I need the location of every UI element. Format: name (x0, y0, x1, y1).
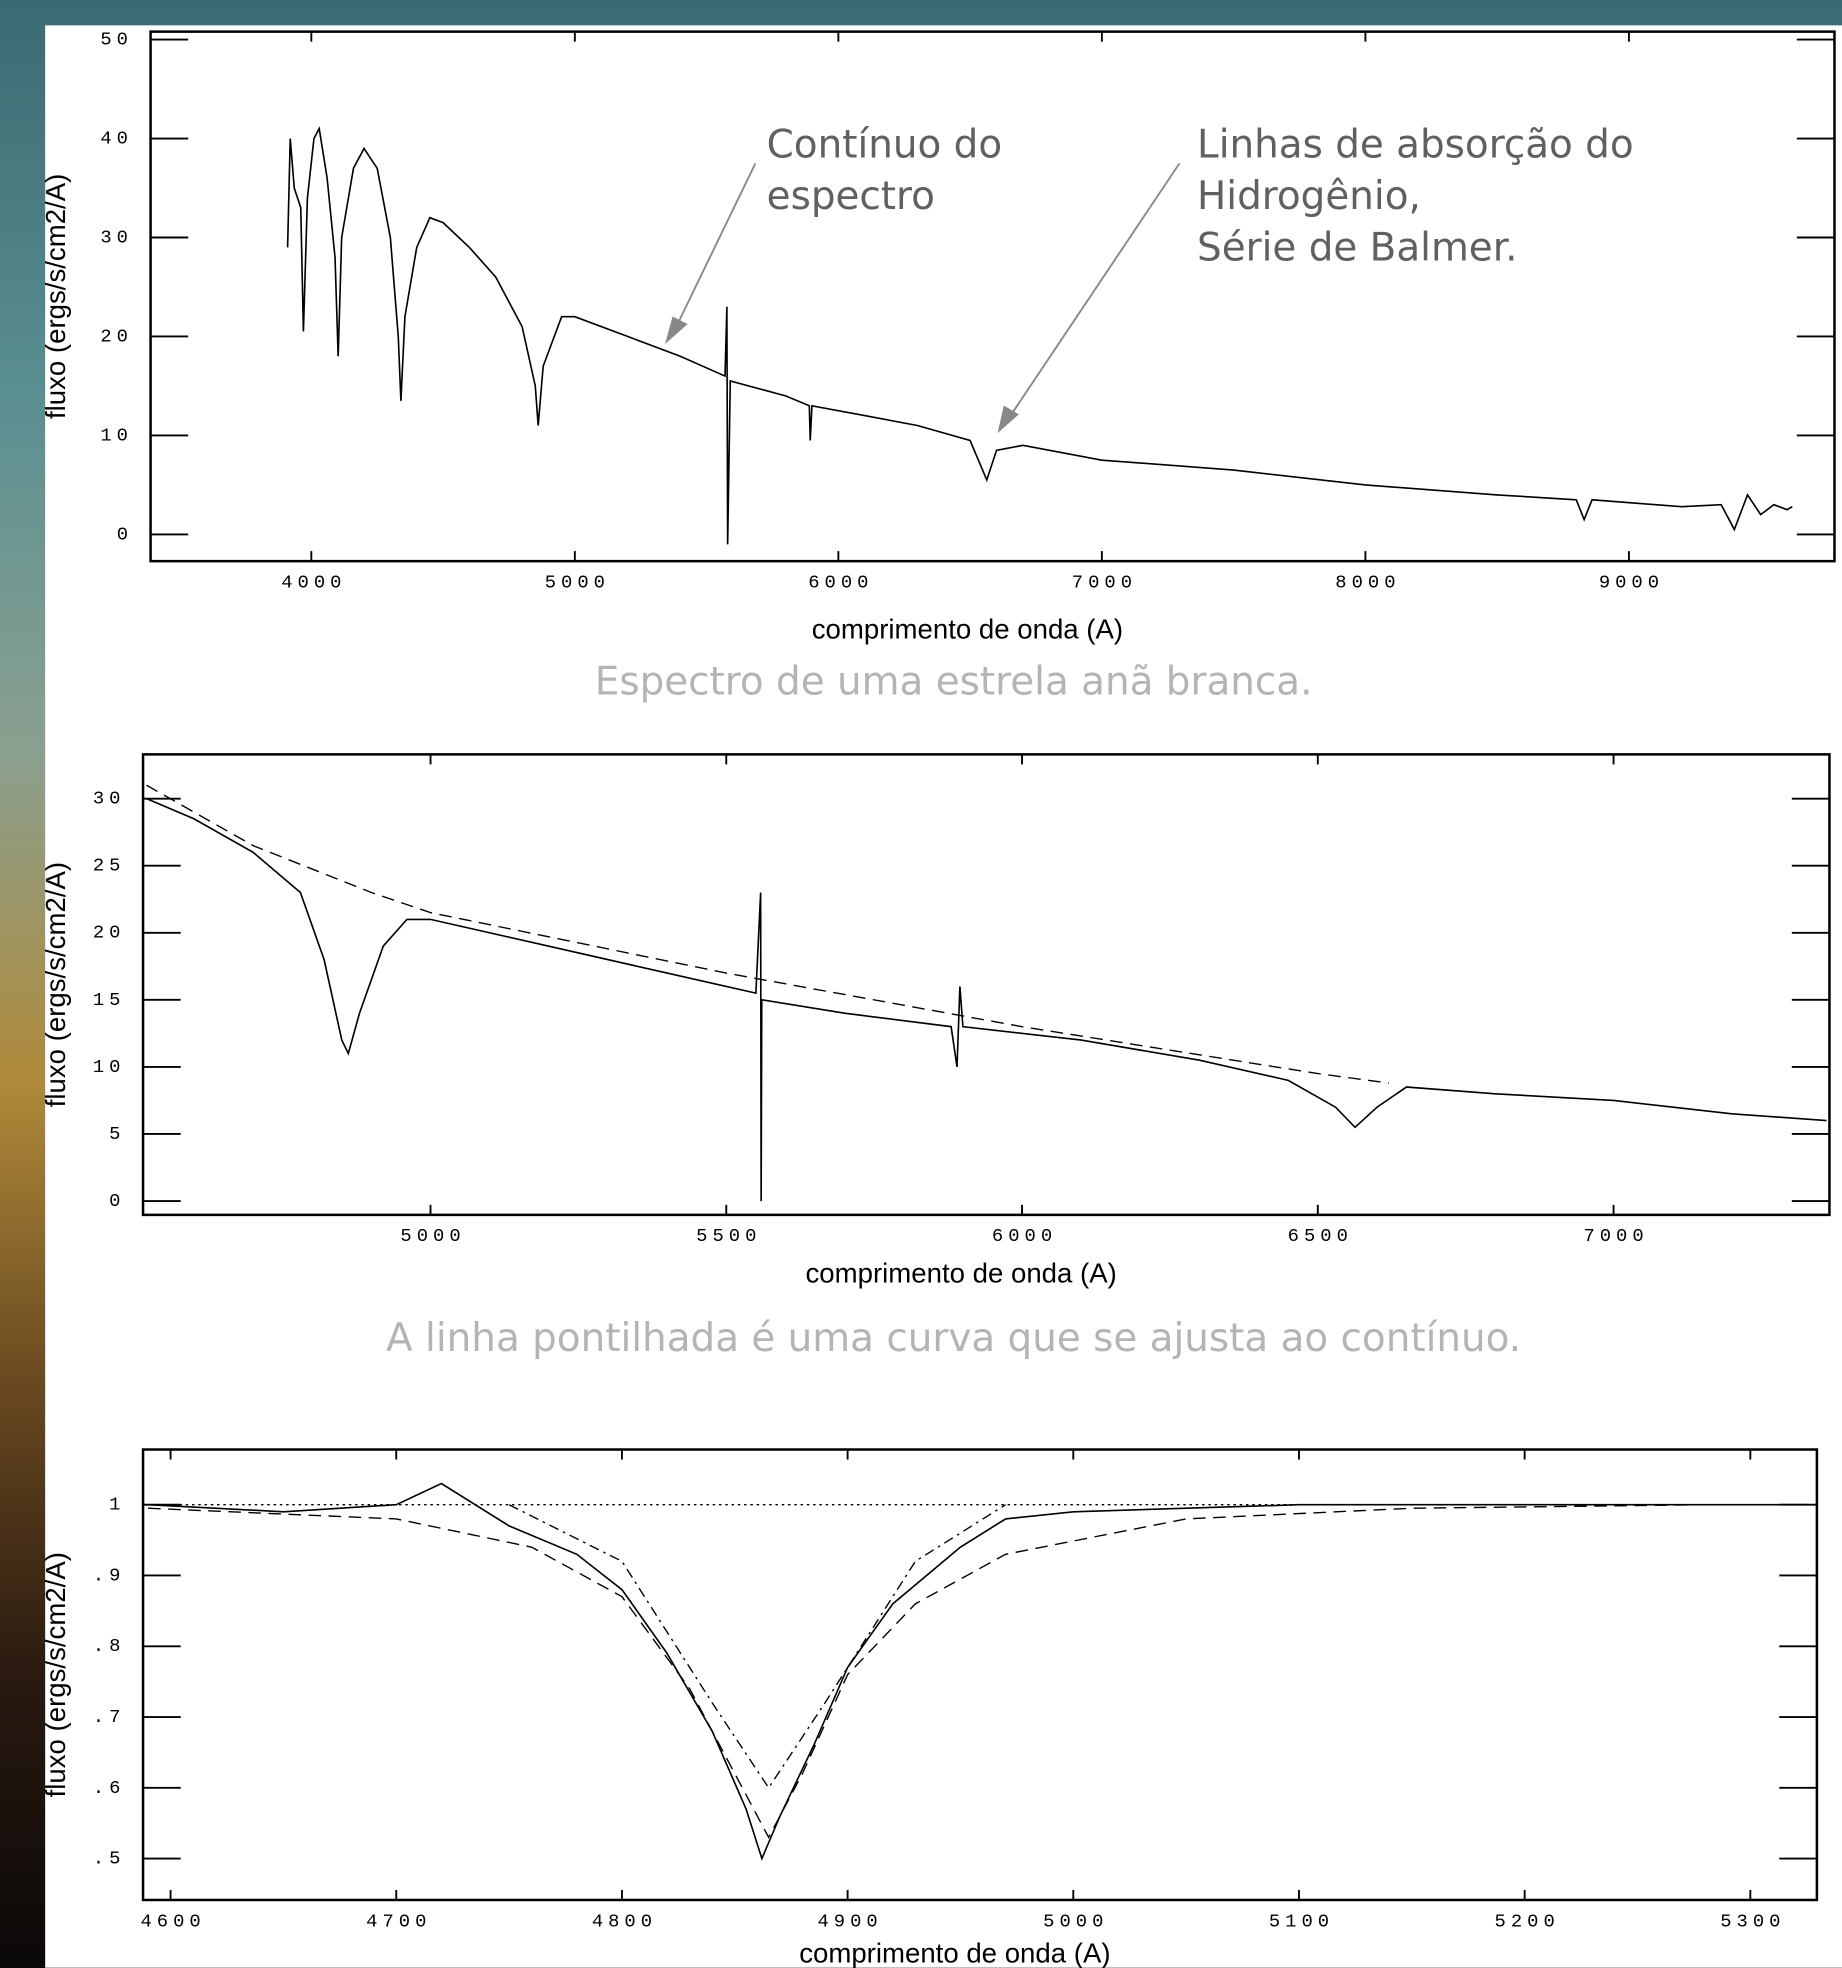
panel (45, 25, 1842, 1968)
y-tick-label: .5 (93, 1848, 126, 1870)
y-tick-label: 30 (100, 226, 133, 248)
spectrum-line (146, 784, 1389, 1084)
y-tick-label: 10 (93, 1056, 126, 1078)
y-axis-label: fluxo (ergs/s/cm2/A) (40, 174, 71, 419)
y-tick-label: 30 (93, 788, 126, 810)
x-tick-label: 9000 (1599, 571, 1664, 593)
x-tick-label: 5300 (1720, 1910, 1785, 1932)
x-axis-label: comprimento de onda (A) (812, 614, 1123, 645)
x-tick-label: 5000 (1043, 1910, 1108, 1932)
plot-frame (149, 30, 1836, 563)
y-tick-label: 50 (100, 29, 133, 51)
spectrum-line (148, 1504, 1706, 1839)
arrow-head (997, 405, 1019, 434)
y-tick-label: .7 (93, 1706, 126, 1728)
spectrum-line (146, 797, 1827, 1202)
x-tick-label: 4000 (281, 571, 346, 593)
caption: Espectro de uma estrela anã branca. (595, 660, 1313, 705)
y-tick-label: 0 (117, 523, 133, 545)
x-tick-label: 5500 (696, 1225, 761, 1247)
chart: 4000 5000 6000 7000 8000 9000 0 10 20 30 40 50 compr… (40, 29, 1836, 705)
x-tick-label: 5000 (545, 571, 610, 593)
x-tick-label: 5200 (1495, 1910, 1560, 1932)
y-axis-label: fluxo (ergs/s/cm2/A) (40, 1552, 71, 1797)
x-tick-label: 7000 (1583, 1225, 1648, 1247)
y-tick-label: .8 (93, 1635, 126, 1657)
x-tick-label: 4700 (366, 1910, 431, 1932)
arrow (676, 162, 757, 325)
caption: A linha pontilhada é uma curva que se aj… (386, 1316, 1521, 1361)
annotation-1: Contínuo do espectro (665, 123, 1003, 345)
plot-frame (141, 1448, 1819, 1902)
x-axis-label: comprimento de onda (A) (805, 1257, 1116, 1288)
arrow (1010, 162, 1181, 415)
annotation-text: Linhas de absorção do (1197, 123, 1634, 168)
y-tick-label: 15 (93, 989, 126, 1011)
x-tick-label: 6000 (992, 1225, 1057, 1247)
y-tick-label: .9 (93, 1564, 126, 1586)
x-tick-label: 4600 (140, 1910, 205, 1932)
y-tick-label: 1 (109, 1494, 125, 1516)
chart: 5000 5500 6000 6500 7000 0 5 10 15 20 25 30 comprime… (40, 753, 1831, 1361)
y-axis-label: fluxo (ergs/s/cm2/A) (40, 862, 71, 1107)
annotation-text: Contínuo do (767, 123, 1003, 168)
y-tick-label: .6 (93, 1777, 126, 1799)
annotation-text: Hidrogênio, (1197, 174, 1421, 219)
y-tick-label: 10 (100, 424, 133, 446)
y-tick-label: 5 (109, 1123, 125, 1145)
plot-frame (141, 753, 1831, 1217)
annotation-text: espectro (767, 174, 935, 219)
x-tick-label: 8000 (1335, 571, 1400, 593)
x-axis-label: comprimento de onda (A) (799, 1937, 1110, 1968)
arrow-head (665, 316, 688, 345)
x-tick-label: 7000 (1072, 571, 1137, 593)
y-tick-label: 20 (93, 922, 126, 944)
x-tick-label: 5000 (400, 1225, 465, 1247)
x-tick-label: 4800 (592, 1910, 657, 1932)
x-tick-label: 6500 (1288, 1225, 1353, 1247)
y-tick-label: 25 (93, 855, 126, 877)
spectrum-line (286, 126, 1793, 545)
annotation-2: Linhas de absorção do Hidrogênio, Série … (997, 123, 1634, 434)
x-tick-label: 5100 (1269, 1910, 1334, 1932)
y-tick-label: 0 (109, 1190, 125, 1212)
x-tick-label: 6000 (808, 571, 873, 593)
annotation-text: Série de Balmer. (1197, 225, 1517, 270)
y-tick-label: 40 (100, 127, 133, 149)
y-tick-label: 20 (100, 325, 133, 347)
x-tick-label: 4900 (818, 1910, 883, 1932)
chart: 4600 4700 4800 4900 5000 5100 5200 5300 .5 .6 .7 .8… (40, 1448, 1819, 1968)
